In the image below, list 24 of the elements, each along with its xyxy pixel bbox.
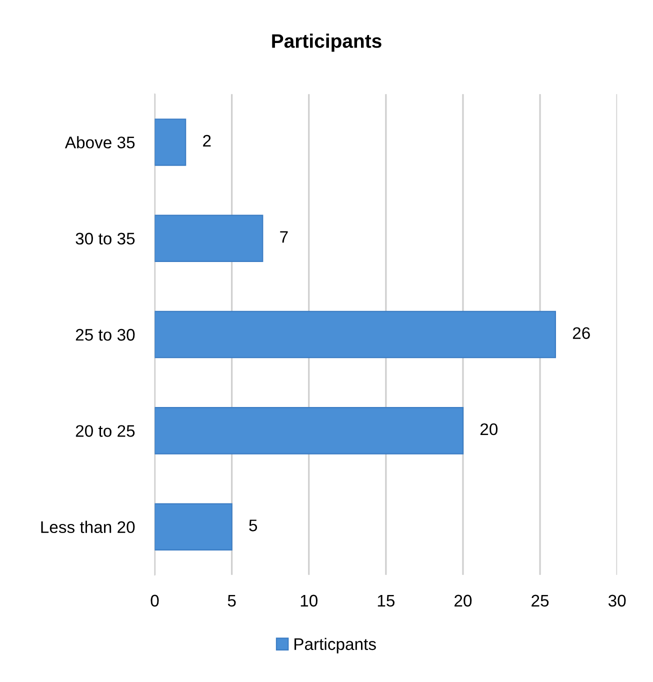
bar bbox=[154, 407, 464, 454]
y-tick-label: Above 35 bbox=[64, 136, 135, 148]
x-tick-label: 5 bbox=[228, 594, 236, 607]
chart-title: Participants bbox=[272, 34, 382, 52]
x-tick-label: 25 bbox=[532, 594, 549, 607]
x-tick-label: 10 bbox=[300, 594, 318, 607]
data-label: 5 bbox=[249, 520, 258, 532]
y-tick-label: 25 to 30 bbox=[76, 328, 135, 341]
x-tick-label: 20 bbox=[454, 594, 472, 607]
y-tick-label: Less than 20 bbox=[41, 520, 135, 534]
x-tick-label: 0 bbox=[150, 594, 159, 607]
x-tick-label: 30 bbox=[608, 594, 626, 607]
y-tick-label: 20 to 25 bbox=[76, 425, 135, 437]
data-label: 20 bbox=[480, 423, 498, 436]
data-label: 26 bbox=[572, 327, 590, 339]
bar bbox=[154, 503, 232, 550]
x-tick-label: 15 bbox=[378, 594, 394, 607]
bar bbox=[154, 310, 556, 358]
y-tick-label: 30 to 35 bbox=[76, 232, 135, 245]
data-label: 7 bbox=[280, 231, 288, 243]
data-label: 2 bbox=[203, 134, 211, 147]
bar bbox=[154, 118, 186, 166]
legend-label: Particpants bbox=[294, 638, 376, 654]
bar bbox=[154, 214, 264, 262]
